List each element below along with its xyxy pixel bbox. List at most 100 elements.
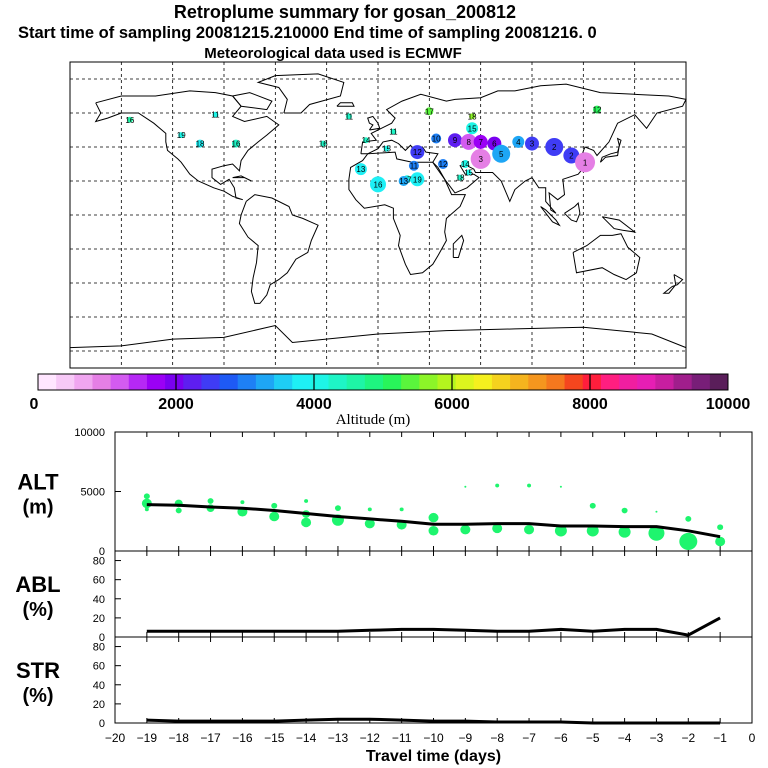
colorbar-swatch: [201, 374, 221, 390]
plume-marker: [345, 113, 352, 120]
y-tick-label: 80: [93, 642, 105, 654]
x-tick-label: −13: [328, 731, 349, 745]
x-tick-label: −20: [105, 731, 126, 745]
plume-marker: [354, 163, 367, 176]
y-tick-label: 20: [93, 613, 105, 625]
plume-marker-label: 18: [456, 174, 465, 183]
y-tick-label: 40: [93, 594, 105, 606]
plume-marker-label: 16: [319, 140, 328, 149]
x-tick-label: −1: [713, 731, 727, 745]
coastline-borneo: [564, 202, 581, 223]
colorbar-swatch: [419, 374, 438, 390]
plume-marker: [545, 138, 564, 156]
figure-title: Retroplume summary for gosan_200812: [173, 2, 517, 22]
colorbar-axis-label: Altitude (m): [336, 412, 411, 428]
coastline-greenland: [256, 73, 345, 114]
plume-marker-label: 12: [413, 148, 422, 157]
altitude-scatter-point: [559, 485, 562, 488]
x-tick-label: −5: [586, 731, 600, 745]
plume-marker-label: 19: [177, 131, 186, 140]
colorbar-swatch: [346, 374, 366, 390]
colorbar-swatch: [401, 374, 420, 390]
altitude-scatter-point: [492, 523, 503, 534]
x-tick-label: −19: [137, 731, 158, 745]
altitude-scatter-point: [717, 524, 724, 531]
colorbar-swatch: [600, 374, 620, 390]
plume-marker-label: 11: [211, 111, 220, 120]
plume-marker-label: 11: [410, 162, 419, 171]
coastline-sumatra: [540, 206, 561, 227]
panel-ylabel-unit-alt: (m): [22, 497, 53, 519]
altitude-scatter-point: [460, 524, 471, 535]
colorbar-swatch: [146, 374, 166, 390]
plume-marker-label: 16: [374, 180, 383, 189]
time-series-panels: 0500010000ALT(m)020406080ABL(%)020406080…: [15, 427, 755, 765]
plume-marker-label: 18: [468, 112, 477, 121]
altitude-scatter-point: [685, 516, 692, 522]
colorbar-swatch: [74, 374, 93, 390]
colorbar-tick-label: 6000: [434, 396, 470, 413]
x-tick-label: −11: [392, 731, 412, 745]
plume-marker: [473, 134, 488, 149]
x-tick-label: −14: [296, 731, 317, 745]
series-line-str: [146, 717, 721, 725]
y-tick-label: 60: [93, 661, 105, 673]
altitude-scatter-point: [495, 483, 500, 488]
altitude-scatter-point: [301, 517, 312, 528]
plume-marker: [575, 152, 596, 173]
x-tick-label: −18: [169, 731, 190, 745]
colorbar-swatch: [455, 374, 475, 390]
sampling-time-line: Start time of sampling 20081215.210000 E…: [18, 24, 597, 42]
altitude-scatter-point: [175, 507, 182, 514]
panel-ylabel-alt: ALT: [17, 470, 59, 495]
colorbar-tick-label: 2000: [158, 396, 194, 413]
plume-marker: [390, 128, 397, 135]
plume-marker-label: 9: [453, 136, 458, 145]
plume-marker-label: 15: [468, 124, 477, 133]
colorbar-swatch: [673, 374, 693, 390]
colorbar-swatch: [165, 374, 184, 390]
x-tick-label: −2: [681, 731, 695, 745]
plume-marker: [398, 176, 409, 186]
plume-marker-label: 17: [425, 107, 434, 116]
plume-marker: [448, 133, 462, 148]
altitude-scatter-point: [304, 499, 309, 503]
series-line-abl: [146, 616, 721, 637]
altitude-scatter-point: [524, 524, 535, 535]
plume-marker: [178, 132, 185, 139]
x-tick-label: −6: [554, 731, 568, 745]
plume-marker: [460, 133, 477, 150]
colorbar-swatch: [619, 374, 638, 390]
plume-marker-label: 18: [196, 140, 205, 149]
x-tick-label: −3: [650, 731, 664, 745]
altitude-scatter-point: [240, 500, 245, 505]
colorbar-swatch: [546, 374, 566, 390]
series-line-alt: [146, 503, 721, 539]
altitude-scatter-point: [144, 507, 149, 512]
colorbar-swatch: [437, 374, 457, 390]
plume-marker: [231, 139, 240, 148]
altitude-scatter-point: [464, 485, 467, 488]
plume-marker-label: 3: [530, 140, 535, 149]
plume-marker: [383, 145, 390, 152]
plume-marker: [461, 160, 470, 168]
plume-marker: [370, 176, 386, 193]
y-tick-label: 0: [99, 546, 105, 558]
y-tick-label: 0: [99, 632, 105, 644]
colorbar-swatch: [637, 374, 656, 390]
y-tick-label: 20: [93, 699, 105, 711]
colorbar-swatch: [564, 374, 584, 390]
panel-ylabel-str: STR: [16, 658, 60, 683]
colorbar-swatch: [582, 374, 602, 390]
plume-marker: [525, 136, 539, 151]
plume-marker: [212, 111, 219, 118]
altitude-scatter-point: [269, 511, 280, 522]
altitude-scatter-point: [679, 532, 698, 551]
x-tick-label: −15: [264, 731, 285, 745]
colorbar-swatch: [183, 374, 202, 390]
altitude-scatter-point: [527, 483, 532, 488]
plume-marker-label: 4: [516, 138, 521, 147]
plume-marker: [410, 172, 425, 187]
y-tick-label: 40: [93, 680, 105, 692]
